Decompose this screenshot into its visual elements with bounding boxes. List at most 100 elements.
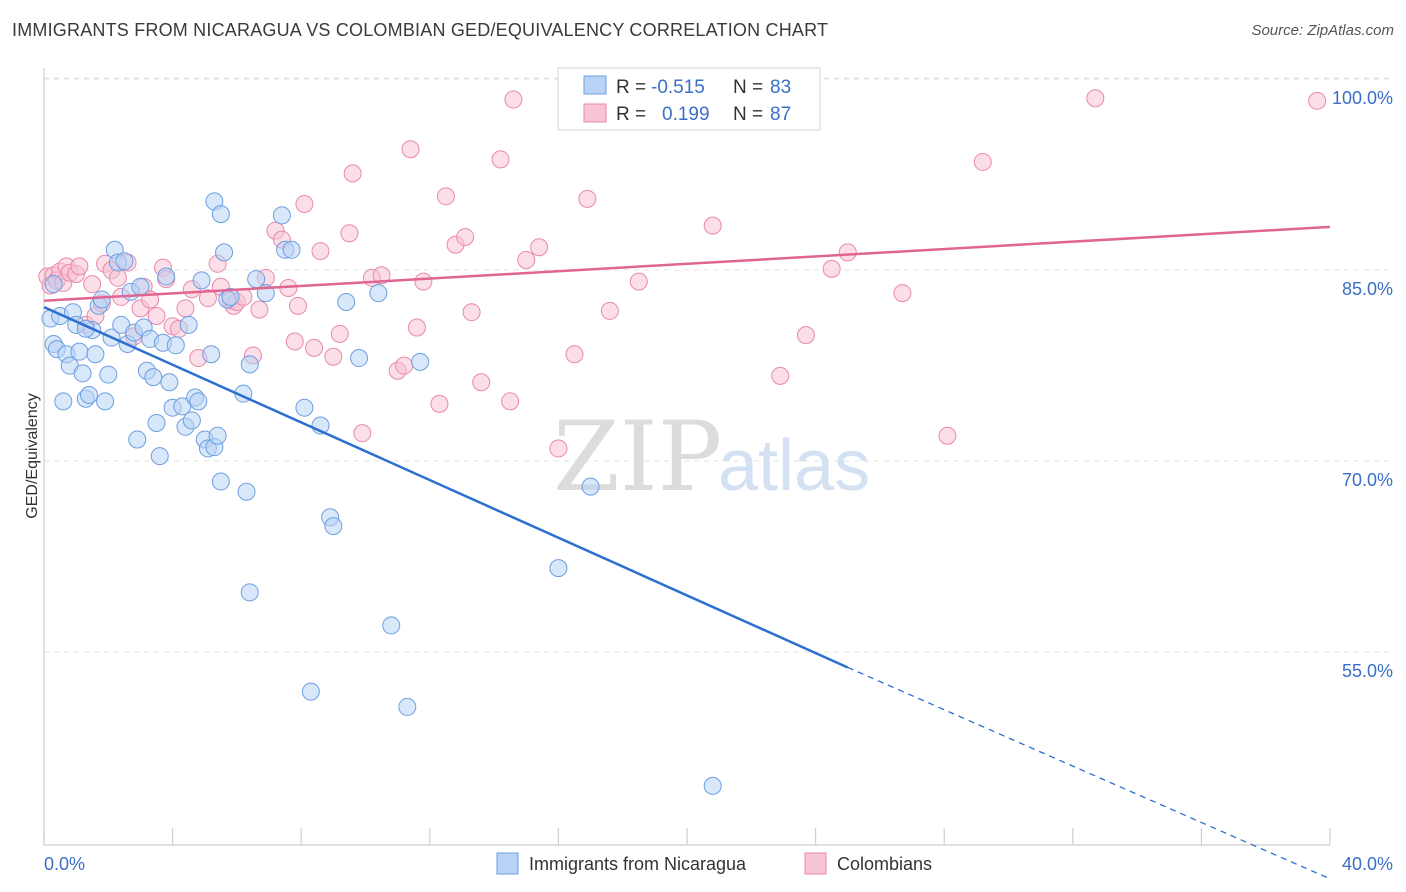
colombians-point-65	[491, 150, 510, 169]
legend-n-label-1: N =	[733, 77, 763, 98]
colombians-point-85	[401, 140, 420, 159]
colombians-point-62	[456, 228, 475, 247]
nicaragua-point-70	[337, 293, 356, 312]
bottom-legend-label-nicaragua: Immigrants from Nicaragua	[529, 854, 747, 874]
colombians-point-28	[176, 299, 195, 318]
colombians-point-52	[353, 424, 372, 443]
nicaragua-point-4	[54, 392, 73, 411]
nicaragua-point-69	[324, 517, 343, 536]
trend-line-nicaragua	[43, 305, 849, 669]
colombians-point-64	[472, 373, 491, 392]
colombians-point-57	[407, 318, 426, 337]
nicaragua-point-66	[295, 398, 314, 417]
colombians-point-44	[285, 332, 304, 351]
colombians-point-51	[340, 224, 359, 243]
nicaragua-point-33	[147, 413, 166, 432]
nicaragua-point-74	[398, 697, 417, 716]
colombians-point-23	[147, 307, 166, 326]
colombians-point-49	[324, 347, 343, 366]
trend-line-colombians	[43, 225, 1331, 302]
colombians-point-69	[549, 439, 568, 458]
nicaragua-point-77	[301, 682, 320, 701]
colombians-point-67	[517, 250, 536, 269]
nicaragua-point-46	[192, 271, 211, 290]
nicaragua-point-51	[208, 426, 227, 445]
colombians-point-66	[501, 392, 520, 411]
bottom-legend-swatch-blue	[496, 852, 519, 875]
colombians-point-75	[771, 366, 790, 385]
y-tick-labels: 55.0% 70.0% 85.0% 100.0%	[1332, 88, 1393, 681]
nicaragua-point-14	[86, 345, 105, 364]
nicaragua-point-49	[202, 345, 221, 364]
bottom-legend-swatch-pink	[804, 852, 827, 875]
legend-n-label-2: N =	[733, 104, 763, 125]
nicaragua-point-55	[221, 287, 240, 306]
nicaragua-point-34	[150, 447, 169, 466]
colombians-point-83	[1308, 91, 1327, 110]
colombians-point-59	[430, 394, 449, 413]
colombians-point-72	[600, 301, 619, 320]
nicaragua-point-37	[160, 373, 179, 392]
nicaragua-point-12	[80, 385, 99, 404]
nicaragua-point-80	[703, 776, 722, 795]
watermark-zip: ZIP	[553, 401, 722, 513]
nicaragua-point-9	[70, 342, 89, 361]
colombians-point-16	[108, 268, 127, 287]
nicaragua-point-78	[549, 559, 568, 578]
nicaragua-point-40	[173, 397, 192, 416]
nicaragua-point-57	[211, 205, 230, 224]
nicaragua-point-79	[581, 477, 600, 496]
colombians-point-73	[629, 272, 648, 291]
colombians-point-47	[305, 338, 324, 357]
nicaragua-point-53	[215, 243, 234, 262]
colombians-point-78	[838, 243, 857, 262]
colombians-point-11	[83, 275, 102, 294]
nicaragua-point-60	[240, 355, 259, 374]
x-tick-label-min: 0.0%	[44, 854, 85, 874]
chart-title: IMMIGRANTS FROM NICARAGUA VS COLOMBIAN G…	[12, 20, 829, 40]
colombians-point-46	[295, 194, 314, 213]
nicaragua-point-64	[272, 206, 291, 225]
colombians-point-50	[330, 324, 349, 343]
nicaragua-point-72	[369, 284, 388, 303]
nicaragua-point-76	[240, 583, 259, 602]
colombians-point-84	[504, 90, 523, 109]
legend-n-value-1: 83	[770, 77, 791, 98]
nicaragua-point-23	[115, 252, 134, 271]
nicaragua-point-18	[99, 365, 118, 384]
legend-swatch-pink	[583, 103, 607, 123]
colombians-point-81	[973, 152, 992, 171]
nicaragua-point-27	[128, 430, 147, 449]
colombians-point-9	[70, 257, 89, 276]
colombians-point-70	[565, 345, 584, 364]
nicaragua-point-28	[131, 277, 150, 296]
colombians-point-39	[250, 300, 269, 319]
nicaragua-point-73	[382, 616, 401, 635]
y-tick-label-70: 70.0%	[1342, 470, 1393, 490]
colombians-point-45	[288, 296, 307, 315]
y-axis-title: GED/Equivalency	[24, 393, 41, 518]
nicaragua-point-81	[44, 275, 63, 294]
colombians-point-79	[893, 284, 912, 303]
colombians-point-86	[343, 164, 362, 183]
legend-n-value-2: 87	[770, 104, 791, 125]
watermark-atlas: atlas	[718, 426, 870, 506]
nicaragua-point-16	[92, 290, 111, 309]
nicaragua-point-42	[179, 315, 198, 334]
legend-r-value-2: 0.199	[662, 104, 710, 125]
colombians-point-54	[372, 266, 391, 285]
nicaragua-point-10	[73, 364, 92, 383]
colombians-point-71	[578, 189, 597, 208]
colombians-point-76	[796, 326, 815, 345]
trend-line-nicaragua-extension	[847, 666, 1331, 880]
colombians-point-77	[822, 259, 841, 278]
bottom-legend: Immigrants from Nicaragua Colombians	[496, 852, 932, 875]
colombians-point-74	[703, 216, 722, 235]
nicaragua-point-43	[182, 411, 201, 430]
colombians-point-58	[414, 272, 433, 291]
legend-swatch-blue	[583, 75, 607, 95]
legend-r-value-1: -0.515	[651, 77, 705, 98]
colombians-point-60	[436, 187, 455, 206]
y-tick-label-55: 55.0%	[1342, 661, 1393, 681]
